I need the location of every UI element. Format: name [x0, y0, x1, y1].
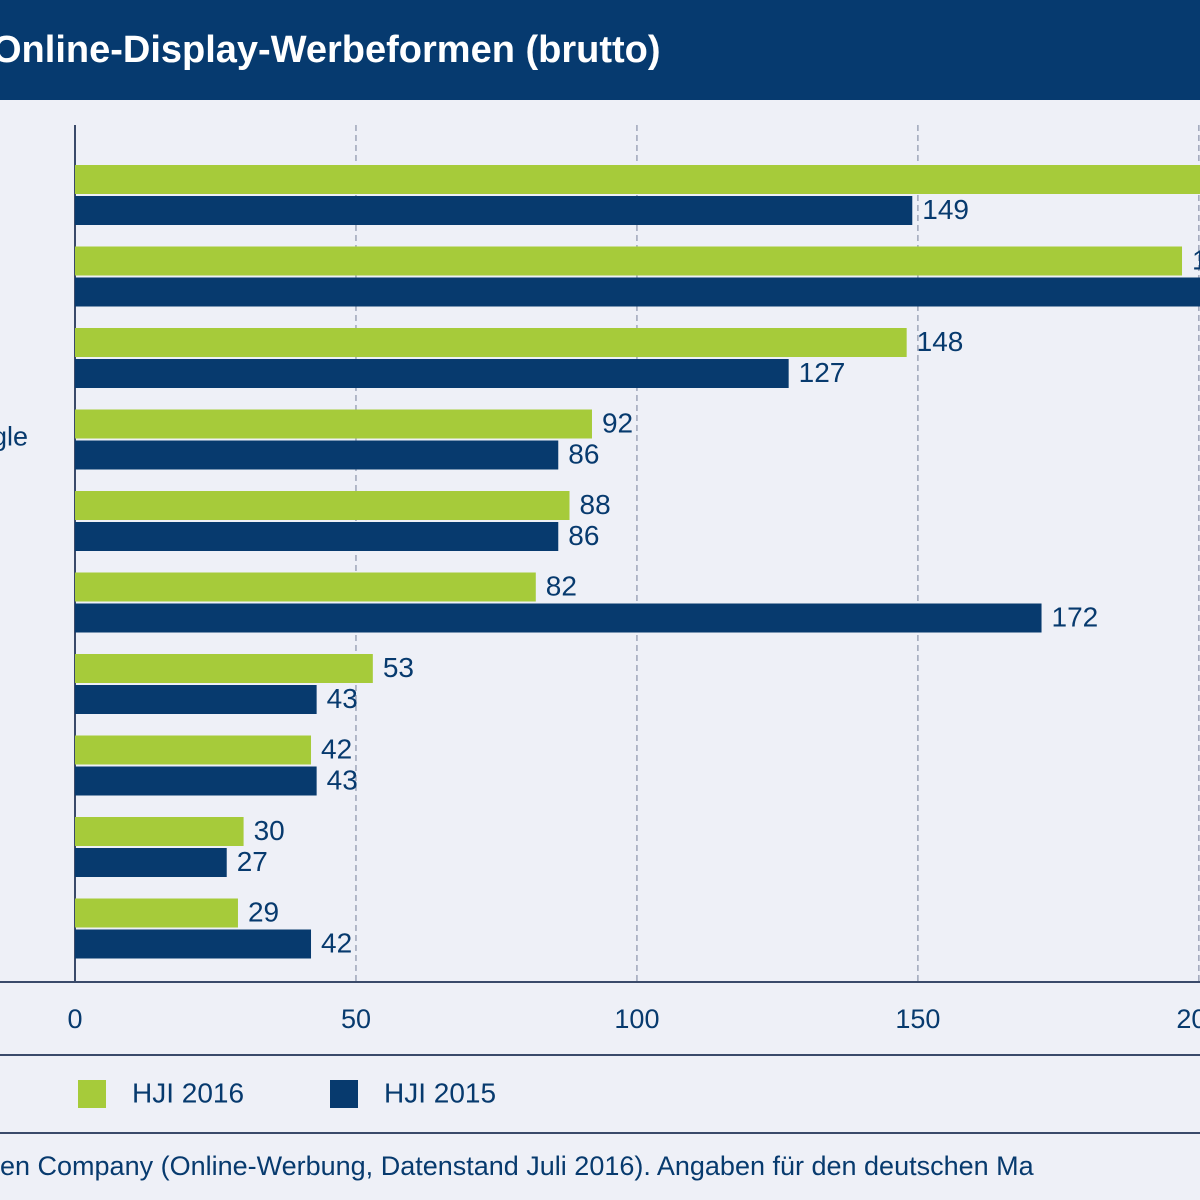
- x-tick-label: 50: [341, 1004, 371, 1034]
- value-label: 42: [321, 927, 352, 958]
- legend-label: HJI 2015: [384, 1077, 496, 1108]
- x-tick-label: 100: [614, 1004, 659, 1034]
- bar: [75, 246, 1183, 276]
- bar: [75, 766, 317, 796]
- value-label: 53: [383, 652, 414, 683]
- value-label: 86: [568, 438, 599, 469]
- bar: [75, 409, 592, 439]
- value-label: 92: [602, 407, 633, 438]
- bar: [75, 196, 913, 225]
- bar: [75, 735, 312, 765]
- value-label: 88: [580, 489, 611, 520]
- bar: [75, 817, 244, 846]
- value-label: 30: [254, 815, 285, 846]
- value-label: 43: [327, 764, 358, 795]
- legend-swatch: [78, 1080, 106, 1108]
- chart-title: Online-Display-Werbeformen (brutto): [0, 29, 661, 71]
- bar: [75, 898, 238, 928]
- bar: [75, 359, 789, 388]
- value-label: 148: [917, 326, 964, 357]
- value-label: 29: [248, 896, 279, 927]
- legend-swatch: [330, 1080, 358, 1108]
- bar: [75, 685, 317, 714]
- value-label: 43: [327, 683, 358, 714]
- bar: [75, 277, 1200, 307]
- x-tick-label: 200: [1176, 1004, 1200, 1034]
- bar: [75, 603, 1042, 633]
- bar: [75, 328, 907, 357]
- bar: [75, 165, 1200, 194]
- value-label: 197: [1192, 244, 1200, 275]
- value-label: 82: [546, 570, 577, 601]
- bar: [75, 929, 312, 959]
- value-label: 149: [922, 194, 969, 225]
- bar: [75, 522, 559, 551]
- value-label: 42: [321, 733, 352, 764]
- x-tick-label: 0: [67, 1004, 82, 1034]
- header-band: [0, 0, 1200, 100]
- x-tick-label: 150: [895, 1004, 940, 1034]
- bar: [75, 848, 227, 877]
- legend-label: HJI 2016: [132, 1077, 244, 1108]
- value-label: 86: [568, 520, 599, 551]
- source-note: en Company (Online-Werbung, Datenstand J…: [0, 1151, 1035, 1181]
- bar: [75, 440, 559, 470]
- value-label: 27: [237, 846, 268, 877]
- value-label: 127: [799, 357, 846, 388]
- bar: [75, 572, 536, 602]
- bar: [75, 654, 373, 683]
- bar: [75, 491, 570, 520]
- value-label: 172: [1052, 601, 1099, 632]
- y-tick-label: gle: [0, 422, 28, 452]
